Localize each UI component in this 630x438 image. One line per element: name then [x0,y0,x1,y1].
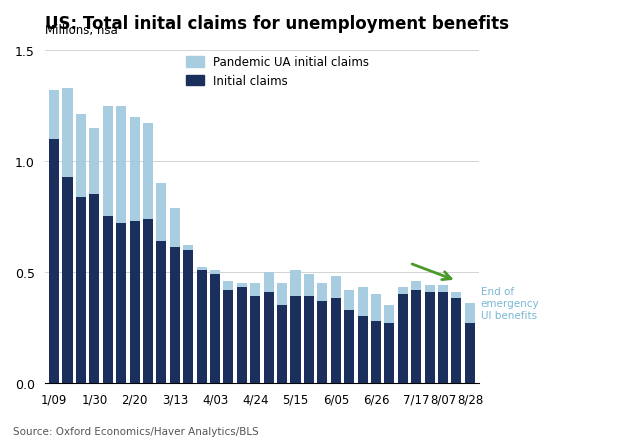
Bar [183,246,193,250]
Bar [49,91,59,140]
Bar [49,140,59,383]
Bar [277,305,287,383]
Bar [264,292,273,383]
Bar [170,248,180,383]
Bar [62,88,72,177]
Bar [237,288,247,383]
Bar [130,221,140,383]
Bar [411,281,421,290]
Bar [371,321,381,383]
Bar [290,297,301,383]
Bar [197,268,207,270]
Bar [358,288,368,317]
Bar [197,270,207,383]
Bar [304,297,314,383]
Text: End of
emergency
UI benefits: End of emergency UI benefits [481,286,539,320]
Bar [143,124,153,219]
Bar [384,305,394,323]
Bar [183,250,193,383]
Bar [62,177,72,383]
Bar [156,241,166,383]
Bar [210,275,220,383]
Bar [371,294,381,321]
Text: Millions, nsa: Millions, nsa [45,24,117,37]
Bar [224,281,234,290]
Bar [304,275,314,297]
Bar [250,297,260,383]
Bar [465,323,475,383]
Text: US: Total inital claims for unemployment benefits: US: Total inital claims for unemployment… [45,15,508,33]
Bar [210,270,220,275]
Bar [89,128,100,195]
Bar [250,283,260,297]
Bar [224,290,234,383]
Bar [411,290,421,383]
Legend: Pandemic UA initial claims, Initial claims: Pandemic UA initial claims, Initial clai… [186,56,369,88]
Bar [425,286,435,292]
Text: Source: Oxford Economics/Haver Analytics/BLS: Source: Oxford Economics/Haver Analytics… [13,426,258,436]
Bar [384,323,394,383]
Bar [398,288,408,294]
Bar [465,303,475,323]
Bar [425,292,435,383]
Bar [290,270,301,297]
Bar [344,290,354,310]
Bar [344,310,354,383]
Bar [398,294,408,383]
Bar [156,184,166,241]
Bar [331,299,341,383]
Bar [318,301,328,383]
Bar [76,197,86,383]
Bar [103,217,113,383]
Bar [331,277,341,299]
Bar [358,317,368,383]
Bar [89,195,100,383]
Bar [452,299,462,383]
Bar [237,283,247,288]
Bar [116,223,126,383]
Bar [438,286,448,292]
Bar [452,292,462,299]
Bar [318,283,328,301]
Bar [103,106,113,217]
Bar [277,283,287,305]
Bar [116,106,126,223]
Bar [130,117,140,221]
Bar [76,115,86,197]
Bar [143,219,153,383]
Bar [438,292,448,383]
Bar [170,208,180,248]
Bar [264,272,273,292]
